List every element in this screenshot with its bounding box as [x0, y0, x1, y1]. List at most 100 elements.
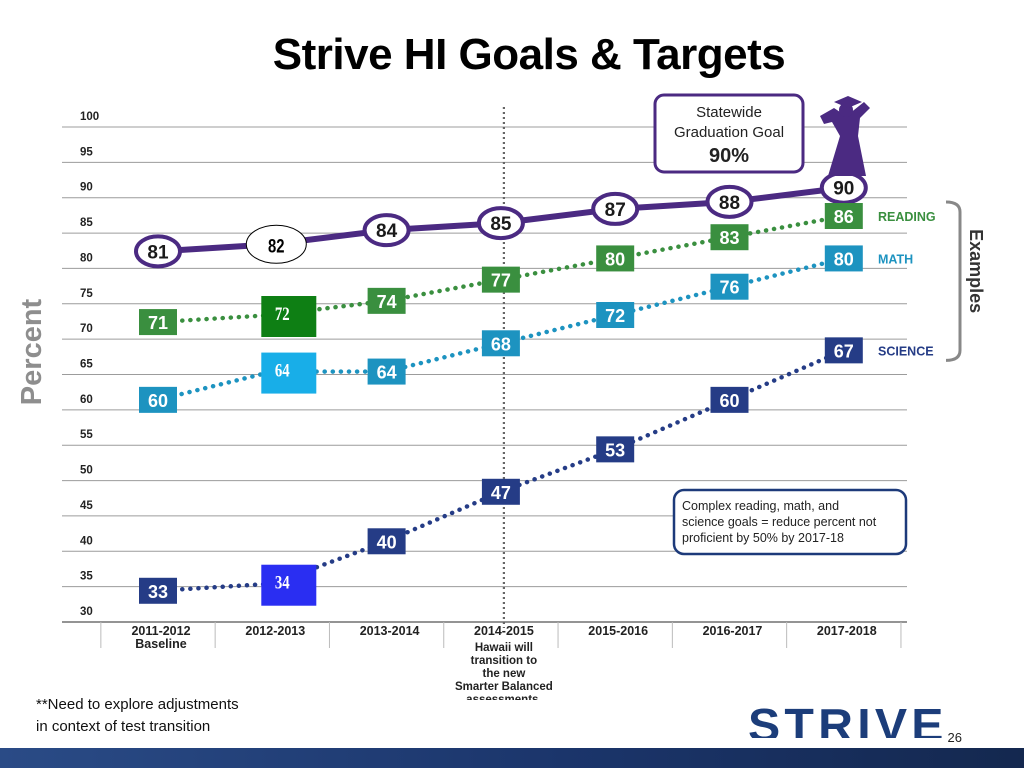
marker-science-6 [824, 337, 863, 364]
transition-label-line-1: transition to [471, 655, 537, 667]
marker-graduation-4 [591, 191, 640, 226]
marker-math-0 [139, 386, 177, 413]
goals-chart: 81 82 84 85 87 88 90 71 72 74 77 80 83 86 60 64 64 68 72 76… [16, 93, 986, 700]
marker-reading-1 [261, 296, 317, 337]
y-tick-40: 40 [80, 535, 93, 547]
marker-reading-3 [481, 266, 520, 293]
value-label-math-1: 64 [275, 360, 290, 381]
y-tick-90: 90 [80, 182, 93, 194]
value-label-graduation-4: 87 [605, 200, 626, 221]
note-callout: Complex reading, math, and science goals … [672, 488, 908, 556]
marker-science-0 [139, 577, 177, 604]
marker-science-5 [710, 386, 749, 413]
value-label-reading-6: 86 [834, 207, 854, 227]
value-label-science-6: 67 [834, 341, 854, 361]
value-label-math-4: 72 [605, 306, 625, 326]
marker-science-4 [596, 436, 635, 463]
note-callout-line-2: proficient by 50% by 2017-18 [682, 531, 844, 545]
footnote-line-2: in context of test transition [36, 718, 211, 735]
callouts: Statewide Graduation Goal 90% Complex readi… [653, 93, 908, 556]
y-tick-60: 60 [80, 394, 93, 406]
goal-callout-line-1: Graduation Goal [674, 124, 784, 141]
y-axis-label: Percent [16, 298, 48, 405]
value-label-math-3: 68 [491, 334, 511, 354]
x-tick-2017-2018: 2017-2018 [817, 624, 877, 638]
value-label-graduation-0: 81 [147, 242, 169, 263]
note-callout-line-1: science goals = reduce percent not [682, 515, 877, 529]
y-tick-70: 70 [80, 323, 93, 335]
note-callout-box [672, 488, 908, 556]
marker-science-1 [261, 564, 317, 606]
y-tick-100: 100 [80, 111, 99, 123]
x-tick-2014-2015: 2014-2015 [474, 624, 534, 638]
strive-hi-logo: STRIVE HI [748, 696, 1008, 738]
marker-reading-2 [367, 287, 406, 314]
marker-graduation-3 [476, 206, 525, 241]
goal-callout-line-0: Statewide [696, 104, 762, 121]
y-tick-95: 95 [80, 146, 93, 158]
value-label-science-5: 60 [719, 391, 739, 411]
y-tick-80: 80 [80, 252, 93, 264]
marker-graduation-2 [362, 213, 411, 248]
examples-label: Examples [966, 229, 986, 313]
value-label-math-6: 80 [834, 249, 854, 269]
marker-math-1 [261, 352, 317, 394]
transition-label-line-0: Hawaii will [475, 642, 533, 654]
value-label-graduation-5: 88 [719, 193, 740, 214]
value-label-science-4: 53 [605, 440, 625, 460]
value-label-science-0: 33 [148, 582, 168, 602]
footnote-line-1: **Need to explore adjustments [36, 696, 239, 713]
y-tick-75: 75 [80, 288, 93, 300]
marker-reading-4 [596, 245, 635, 272]
value-label-reading-1: 72 [275, 303, 290, 324]
x-tick-2016-2017: 2016-2017 [703, 624, 763, 638]
marker-graduation-1 [245, 224, 307, 264]
marker-reading-0 [139, 309, 177, 336]
marker-science-2 [367, 528, 406, 555]
graduate-body [820, 102, 870, 176]
series-name-reading: READING [878, 210, 936, 224]
value-label-graduation-1: 82 [268, 236, 284, 257]
y-tick-65: 65 [80, 359, 93, 371]
value-label-science-3: 47 [491, 483, 511, 503]
footnote: **Need to explore adjustments in context… [36, 694, 239, 738]
value-label-science-1: 34 [275, 572, 290, 593]
graduation-goal-callout: Statewide Graduation Goal 90% [653, 93, 805, 174]
y-tick-55: 55 [80, 429, 93, 441]
y-tick-35: 35 [80, 571, 93, 583]
marker-graduation-5 [705, 184, 754, 219]
x-tick-2011-2012: 2011-2012 [131, 624, 190, 638]
axis-labels: 30 35 40 45 50 55 60 65 70 75 80 85 90 95 100 Percent 20… [16, 111, 986, 700]
series-markers: 81 82 84 85 87 88 90 71 72 74 77 80 83 86 60 64 64 68 72 76… [134, 170, 868, 606]
y-tick-45: 45 [80, 500, 93, 512]
marker-math-3 [481, 330, 520, 357]
y-tick-30: 30 [80, 606, 93, 618]
transition-label-line-2: the new [482, 668, 525, 680]
marker-math-6 [824, 245, 863, 272]
value-label-reading-3: 77 [491, 271, 511, 291]
series-name-science: SCIENCE [878, 344, 934, 358]
value-label-graduation-2: 84 [376, 221, 398, 242]
graduate-cap [834, 96, 862, 108]
value-label-math-2: 64 [377, 363, 397, 383]
marker-graduation-0 [134, 234, 182, 269]
value-label-reading-5: 83 [719, 228, 739, 248]
goal-callout-line-2: 90% [709, 145, 749, 167]
marker-science-3 [481, 478, 520, 505]
slide-title: Strive HI Goals & Targets [272, 30, 786, 79]
value-label-science-2: 40 [377, 532, 397, 552]
transition-label-line-3: Smarter Balanced [455, 681, 553, 693]
value-label-reading-4: 80 [605, 249, 625, 269]
graduate-icon [820, 96, 870, 176]
marker-math-2 [367, 358, 406, 385]
y-tick-50: 50 [80, 465, 93, 477]
marker-reading-5 [710, 224, 749, 251]
x-tick-2013-2014: 2013-2014 [360, 624, 420, 638]
value-label-math-5: 76 [719, 278, 739, 298]
marker-math-5 [710, 273, 749, 300]
x-tick-2015-2016: 2015-2016 [588, 624, 648, 638]
page-number: 26 [947, 730, 962, 745]
series-name-math: MATH [878, 252, 913, 266]
value-label-math-0: 60 [148, 391, 168, 411]
y-tick-85: 85 [80, 217, 93, 229]
